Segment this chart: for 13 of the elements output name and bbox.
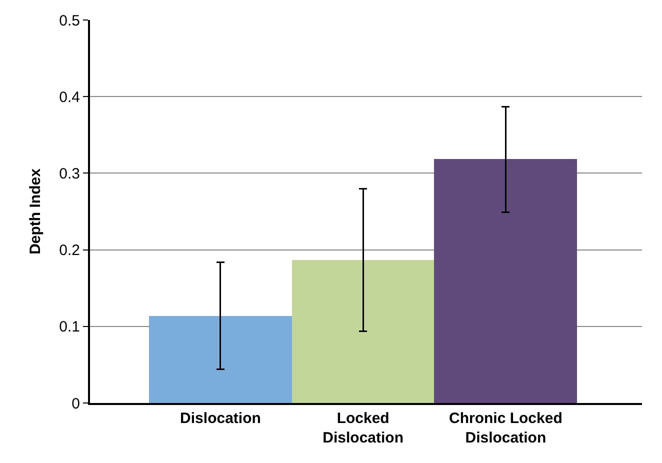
bar xyxy=(434,159,577,403)
y-tick-label: 0.3 xyxy=(59,165,80,182)
y-tick-label: 0.1 xyxy=(59,318,80,336)
y-tick-label: 0.2 xyxy=(59,242,80,260)
y-tick-label: 0 xyxy=(72,395,80,412)
y-tick-label: 0.4 xyxy=(59,88,80,106)
x-tick-label: Dislocation xyxy=(180,410,261,427)
y-axis-title: Depth Index xyxy=(26,168,44,254)
bar xyxy=(292,260,434,403)
bar xyxy=(149,316,292,403)
y-tick-label: 0.5 xyxy=(59,12,80,30)
x-tick-label: Chronic Locked Dislocation xyxy=(449,410,562,446)
x-tick-label: Locked Dislocation xyxy=(322,410,404,446)
